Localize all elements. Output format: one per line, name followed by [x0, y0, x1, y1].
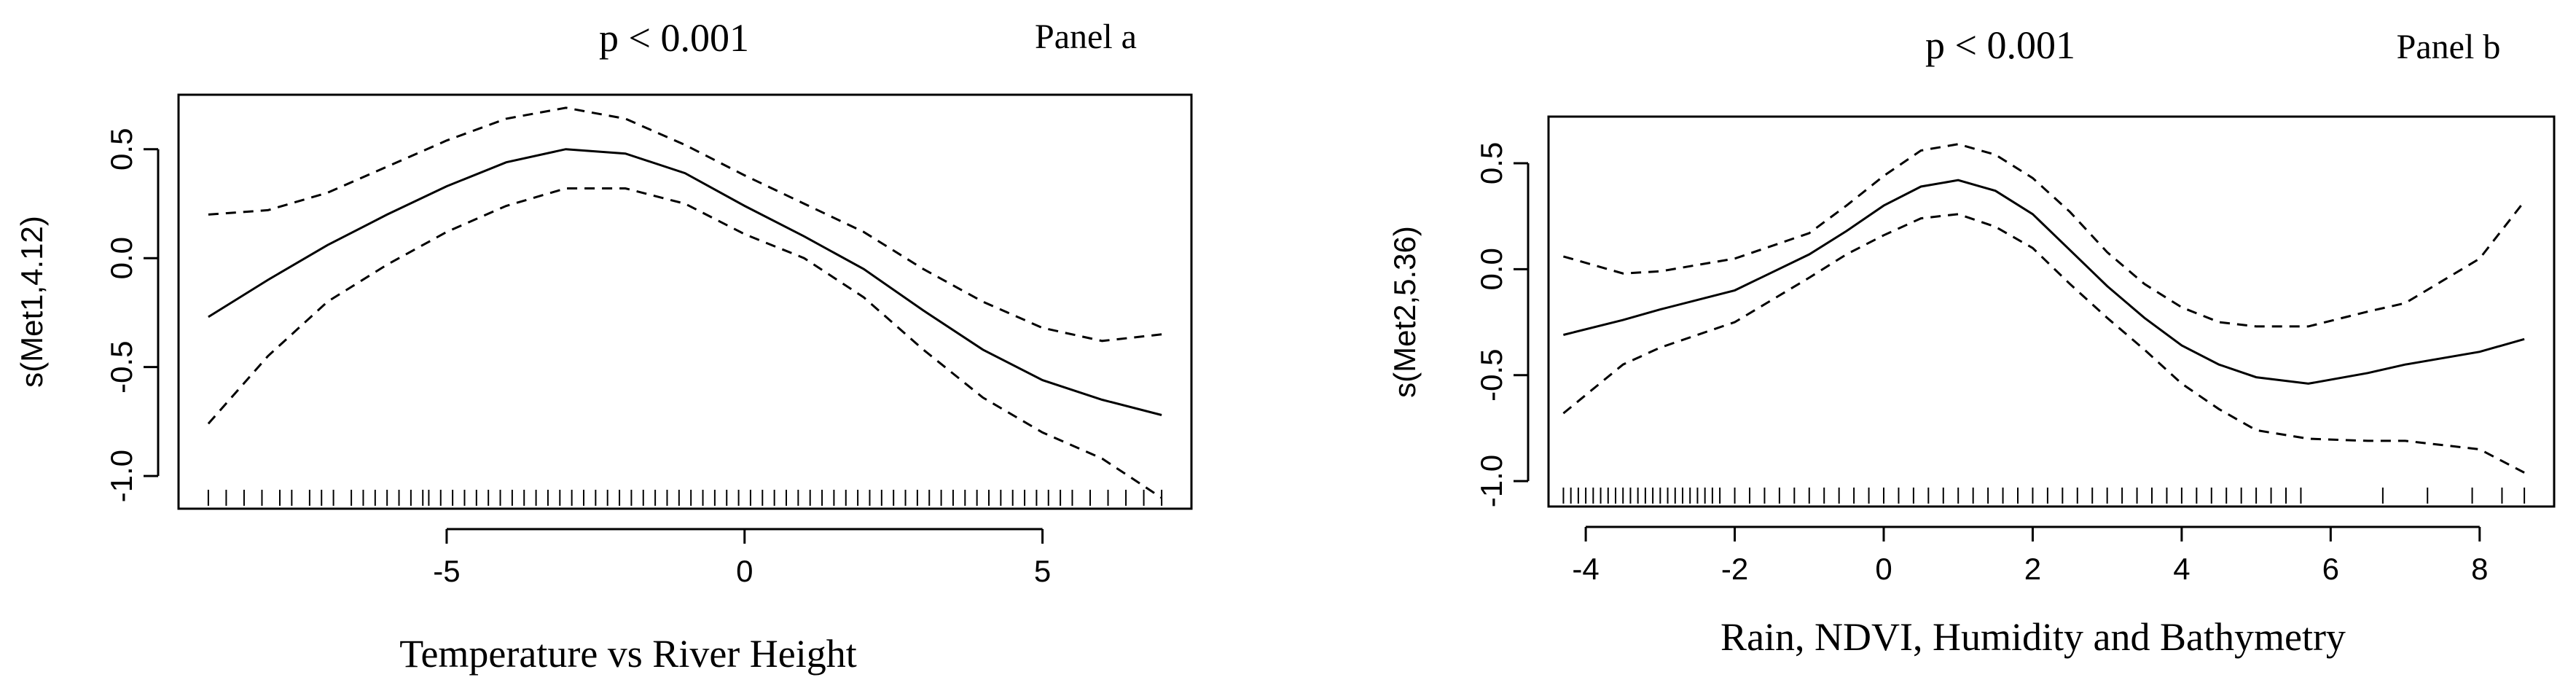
panel-label: Panel b	[2397, 28, 2501, 66]
x-tick-label: 5	[1034, 554, 1051, 588]
axis-layer: -4 -2 0 2 4 6 8 -1.0 -0.5 0.0 0.5	[1474, 142, 2488, 586]
rug-layer	[1562, 488, 2526, 504]
plot-frame	[1547, 115, 2556, 508]
y-tick-label: -1.0	[104, 450, 138, 502]
panel-a: p < 0.001 Panel a -5 0 5 -1.0 -0.5 0.0 0.5 s(M…	[15, 16, 1193, 676]
y-tick-label: 0.0	[1474, 248, 1508, 290]
lower-confidence-line	[207, 187, 1162, 499]
curve-layer	[1562, 143, 2526, 474]
x-tick-label: 8	[2471, 552, 2488, 586]
p-value-annotation: p < 0.001	[1925, 23, 2075, 67]
p-value-annotation: p < 0.001	[599, 16, 749, 60]
y-tick-label: 0.5	[1474, 142, 1508, 184]
x-tick-label: 0	[736, 554, 753, 588]
panel-b: p < 0.001 Panel b -4 -2 0 2 4 6 8 -1.0 -0.5 0.0 0.…	[1387, 23, 2556, 659]
x-tick-label: 4	[2173, 552, 2190, 586]
axis-layer: -5 0 5 -1.0 -0.5 0.0 0.5	[104, 128, 1051, 588]
panel-label: Panel a	[1035, 17, 1137, 56]
x-axis-label: Rain, NDVI, Humidity and Bathymetry	[1720, 615, 2346, 659]
smooth-fit-line	[208, 148, 1162, 416]
x-axis-label: Temperature vs River Height	[399, 632, 857, 676]
x-tick-label: 6	[2322, 552, 2339, 586]
y-tick-label: -0.5	[104, 340, 138, 393]
y-tick-label: 0.0	[104, 237, 138, 279]
x-tick-label: 0	[1875, 552, 1892, 586]
upper-confidence-line	[1562, 143, 2526, 328]
x-tick-label: 2	[2024, 552, 2041, 586]
x-tick-label: -5	[433, 554, 460, 588]
y-tick-label: -1.0	[1474, 455, 1508, 507]
curve-layer	[207, 106, 1162, 499]
x-tick-label: -2	[1721, 552, 1748, 586]
y-tick-label: 0.5	[104, 128, 138, 171]
y-tick-label: -0.5	[1474, 349, 1508, 402]
upper-confidence-line	[208, 106, 1162, 343]
x-tick-label: -4	[1572, 552, 1599, 586]
rug-layer	[207, 490, 1163, 506]
y-axis-label: s(Met1,4.12)	[15, 216, 49, 388]
y-axis-label: s(Met2,5.36)	[1387, 226, 1422, 398]
smooth-fit-line	[1563, 179, 2525, 385]
lower-confidence-line	[1562, 213, 2525, 474]
plot-frame	[177, 93, 1193, 510]
